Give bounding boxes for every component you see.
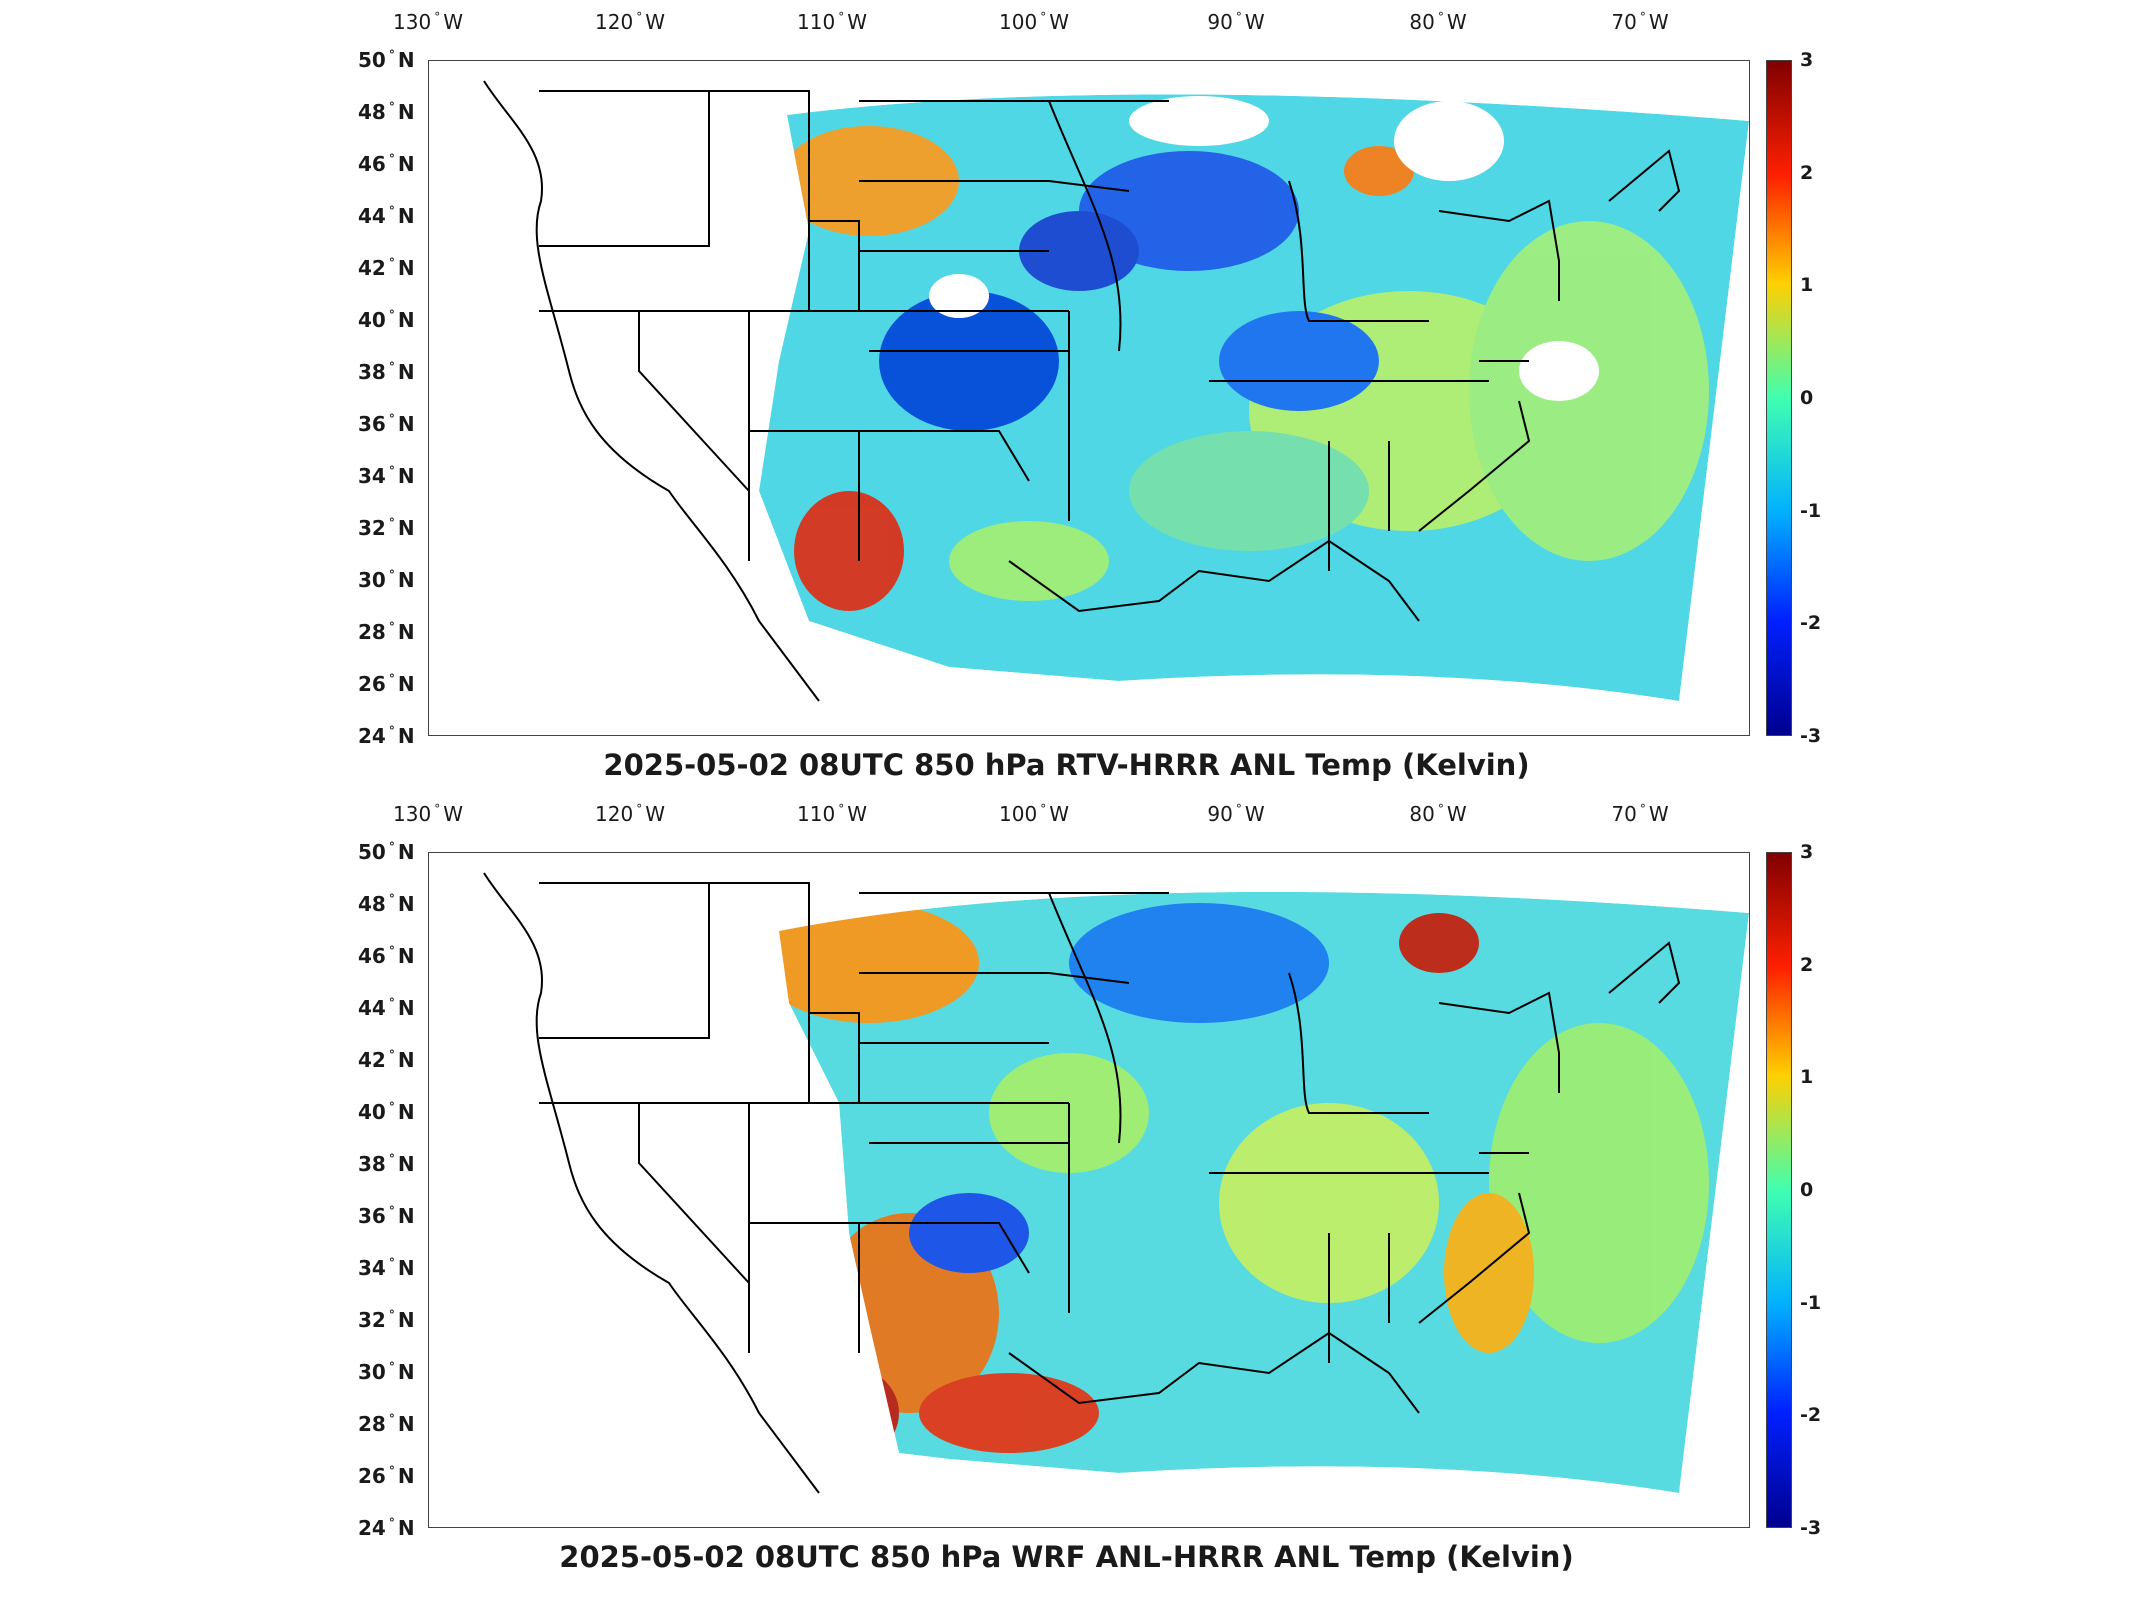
lon-tick-label: 70 ° W <box>1611 802 1669 826</box>
colorbar-tick-label: 0 <box>1800 1179 1814 1201</box>
lat-tick-label: 48 ° N <box>358 892 415 916</box>
lat-tick-label: 42 ° N <box>358 1048 415 1072</box>
lon-tick-label: 100 ° W <box>999 10 1069 34</box>
colorbar-tick-label: -3 <box>1800 725 1822 747</box>
lat-tick-label: 24 ° N <box>358 1516 415 1540</box>
lat-tick-label: 38 ° N <box>358 360 415 384</box>
colorbar-tick-label: -1 <box>1800 1291 1822 1314</box>
lon-tick-label: 120 ° W <box>595 802 665 826</box>
lat-tick-label: 34 ° N <box>358 464 415 488</box>
lon-tick-label: 90 ° W <box>1207 802 1265 826</box>
colorbar-tick-label: 3 <box>1800 49 1814 71</box>
lat-tick-label: 48 ° N <box>358 100 415 124</box>
lat-tick-label: 46 ° N <box>358 944 415 968</box>
colorbar-tick-label: 3 <box>1800 841 1814 863</box>
lon-tick-label: 120 ° W <box>595 10 665 34</box>
lat-tick-label: 24 ° N <box>358 724 415 748</box>
lat-tick-label: 32 ° N <box>358 1308 415 1332</box>
colorbar-tick-label: 1 <box>1800 274 1814 297</box>
lon-tick-label: 110 ° W <box>797 802 867 826</box>
lat-tick-label: 40 ° N <box>358 308 415 332</box>
panel-rtv: 130 ° W 120 ° W 110 ° W 100 ° W 90 ° W 80 ° W 70 ° W 50 ° N 48 °… <box>358 10 1822 782</box>
lat-tick-label: 30 ° N <box>358 568 415 592</box>
lat-tick-label: 32 ° N <box>358 516 415 540</box>
lat-tick-label: 36 ° N <box>358 1204 415 1228</box>
lat-tick-label: 40 ° N <box>358 1100 415 1124</box>
coastlines-and-borders <box>483 80 1681 702</box>
panel-title: 2025-05-02 08UTC 850 hPa RTV-HRRR ANL Te… <box>603 748 1530 782</box>
lon-tick-label: 130 ° W <box>393 802 463 826</box>
lat-tick-label: 34 ° N <box>358 1256 415 1280</box>
lat-tick-label: 26 ° N <box>358 1464 415 1488</box>
colorbar-tick-label: -1 <box>1800 499 1822 522</box>
colorbar-tick-label: -2 <box>1800 1404 1822 1427</box>
colorbar-tick-label: -3 <box>1800 1517 1822 1539</box>
lat-tick-label: 44 ° N <box>358 204 415 228</box>
colorbar-tick-label: -2 <box>1800 612 1822 635</box>
panel-wrf: 130 ° W 120 ° W 110 ° W 100 ° W 90 ° W 80 ° W 70 ° W 50 ° N 48 °… <box>0 792 2133 1600</box>
lat-tick-label: 50 ° N <box>358 48 415 72</box>
lon-tick-label: 90 ° W <box>1207 10 1265 34</box>
lat-tick-label: 50 ° N <box>358 840 415 864</box>
lat-tick-label: 28 ° N <box>358 1412 415 1436</box>
lon-tick-label: 80 ° W <box>1409 802 1467 826</box>
lon-tick-label: 70 ° W <box>1611 10 1669 34</box>
colorbar-tick-label: 2 <box>1800 953 1814 976</box>
colorbar <box>1766 60 1792 736</box>
lat-tick-label: 30 ° N <box>358 1360 415 1384</box>
lon-tick-label: 80 ° W <box>1409 10 1467 34</box>
colorbar-tick-label: 2 <box>1800 161 1814 184</box>
lon-tick-label: 110 ° W <box>797 10 867 34</box>
lon-tick-label: 130 ° W <box>393 10 463 34</box>
colorbar-tick-label: 0 <box>1800 387 1814 409</box>
lat-tick-label: 44 ° N <box>358 996 415 1020</box>
lat-tick-label: 26 ° N <box>358 672 415 696</box>
anomaly-patches <box>779 126 1709 611</box>
lat-tick-label: 38 ° N <box>358 1152 415 1176</box>
map-plot-area <box>428 60 1750 736</box>
lon-tick-label: 100 ° W <box>999 802 1069 826</box>
lat-tick-label: 28 ° N <box>358 620 415 644</box>
map-plot-area <box>428 852 1750 1528</box>
lat-tick-label: 42 ° N <box>358 256 415 280</box>
coastlines-and-borders <box>483 872 1681 1494</box>
colorbar-tick-label: 1 <box>1800 1066 1814 1089</box>
panel-title: 2025-05-02 08UTC 850 hPa WRF ANL-HRRR AN… <box>559 1540 1574 1574</box>
missing-data-gaps <box>929 96 1599 401</box>
colorbar <box>1766 852 1792 1528</box>
lat-tick-label: 46 ° N <box>358 152 415 176</box>
lat-tick-label: 36 ° N <box>358 412 415 436</box>
